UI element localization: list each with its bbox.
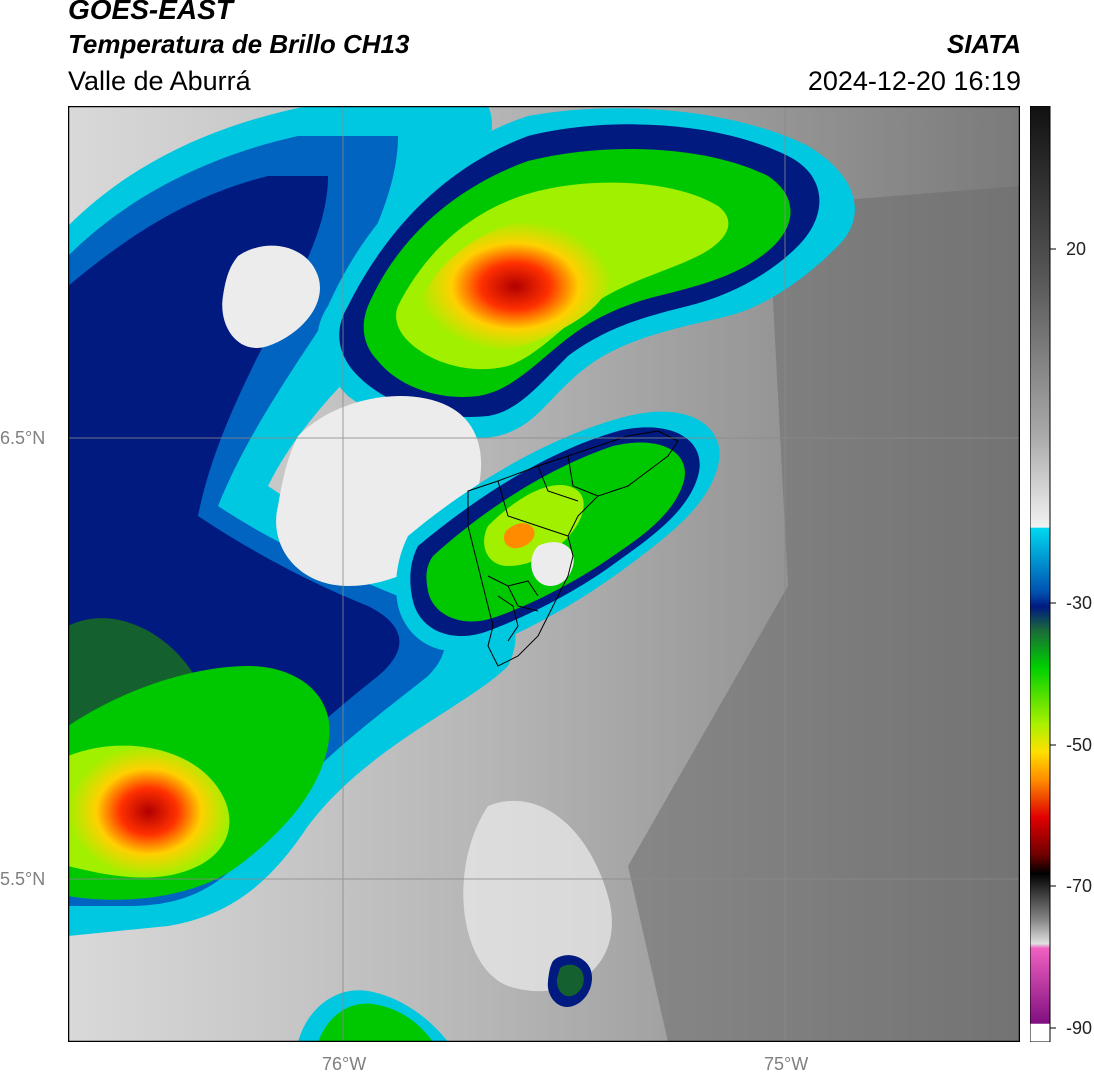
clear-hole-valley bbox=[531, 542, 574, 586]
colorbar-tick-minus90: -90 bbox=[1066, 1018, 1093, 1038]
map-frame bbox=[68, 106, 1020, 1042]
storm-core-southwest bbox=[68, 745, 230, 878]
lon-label-76W: 76°W bbox=[322, 1054, 367, 1074]
light-cloud-patch bbox=[463, 800, 612, 992]
satellite-map bbox=[68, 106, 1020, 1042]
colorbar-tick-minus30: -30 bbox=[1066, 593, 1093, 613]
storm-core-valley bbox=[503, 523, 535, 549]
lon-label-75W: 75°W bbox=[764, 1054, 809, 1074]
storm-cell-south-green bbox=[318, 1003, 433, 1042]
region-subtitle: Valle de Aburrá bbox=[68, 66, 251, 96]
clear-patch-west bbox=[222, 245, 320, 348]
temperature-colorbar bbox=[1030, 106, 1056, 1042]
product-title: Temperatura de Brillo CH13 bbox=[68, 29, 410, 59]
storm-cell-southeast-small-green bbox=[556, 964, 584, 997]
map-gridlines bbox=[68, 106, 1020, 1042]
storm-core-north bbox=[417, 220, 613, 353]
lat-label-6-5N: 6.5°N bbox=[0, 428, 46, 448]
valle-de-aburra-boundaries bbox=[467, 430, 679, 667]
colorbar-tick-minus70: -70 bbox=[1066, 876, 1093, 896]
lat-label-5-5N: 5.5°N bbox=[0, 869, 46, 889]
gray-dark-region bbox=[628, 186, 1020, 1042]
datetime-label: 2024-12-20 16:19 bbox=[807, 66, 1021, 96]
colorbar-ticks bbox=[1050, 248, 1056, 1029]
organization-label: SIATA bbox=[946, 29, 1021, 59]
colorbar-gradient bbox=[1030, 106, 1051, 1042]
colorbar-tick-20: 20 bbox=[1066, 239, 1087, 259]
colorbar-tick-minus50: -50 bbox=[1066, 735, 1093, 755]
satellite-title: GOES-EAST bbox=[68, 0, 233, 25]
